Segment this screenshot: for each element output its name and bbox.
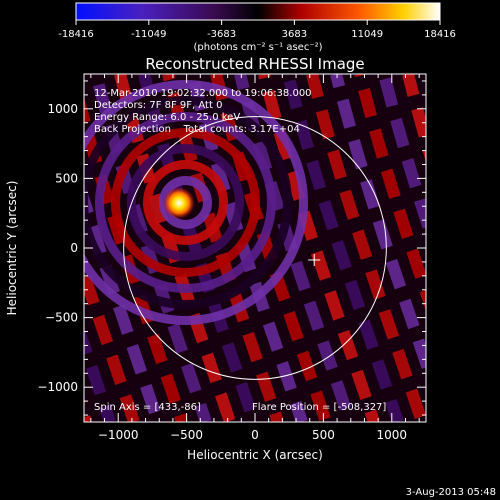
colorbar <box>75 2 441 21</box>
flare-position-label: Flare Position = [-508,327] <box>252 402 386 413</box>
y-tick-label: −1000 <box>37 380 78 394</box>
colorbar-tick-label: 18416 <box>424 29 456 40</box>
info-detectors: Detectors: 7F 8F 9F, Att 0 <box>94 100 222 111</box>
colorbar-units: (photons cm⁻² s⁻¹ asec⁻²) <box>193 42 322 53</box>
chart-title: Reconstructed RHESSI Image <box>145 55 364 73</box>
colorbar-tick-label: -11049 <box>131 29 166 40</box>
y-axis-label: Heliocentric Y (arcsec) <box>5 181 19 316</box>
info-time-range: 12-Mar-2010 19:02:32.000 to 19:06:38.000 <box>94 88 312 99</box>
colorbar-tick-label: 3683 <box>282 29 307 40</box>
spin-axis-marker <box>308 253 321 266</box>
date-stamp: 3-Aug-2013 05:48 <box>406 487 496 498</box>
info-method-counts: Back Projection Total counts: 3.17E+04 <box>94 124 300 135</box>
info-energy-range: Energy Range: 6.0 - 25.0 keV <box>94 112 240 123</box>
x-tick-label: 500 <box>312 428 335 442</box>
flare-source <box>163 187 195 219</box>
x-tick-label: −1000 <box>98 428 139 442</box>
y-tick-label: 0 <box>70 241 78 255</box>
solar-limb <box>123 116 387 380</box>
colorbar-tick-label: -3683 <box>207 29 236 40</box>
x-axis-label: Heliocentric X (arcsec) <box>187 448 323 462</box>
colorbar-tick-label: 11049 <box>351 29 383 40</box>
x-tick-label: 1000 <box>377 428 408 442</box>
x-tick-label: 0 <box>251 428 259 442</box>
axis-tick-labels: −1000 −500 0 500 1000 −1000 −500 0 500 1000 <box>37 102 407 442</box>
colorbar-tick-label: -18416 <box>58 29 93 40</box>
y-tick-label: 1000 <box>47 102 78 116</box>
x-tick-label: −500 <box>170 428 203 442</box>
heatmap-image <box>84 74 426 422</box>
spin-axis-label: Spin Axis = [433,-86] <box>94 402 201 413</box>
y-tick-label: −500 <box>45 311 78 325</box>
colorbar-ticks: -18416 -11049 -3683 3683 11049 18416 <box>58 20 456 40</box>
axis-ticks <box>84 74 426 422</box>
y-tick-label: 500 <box>55 171 78 185</box>
